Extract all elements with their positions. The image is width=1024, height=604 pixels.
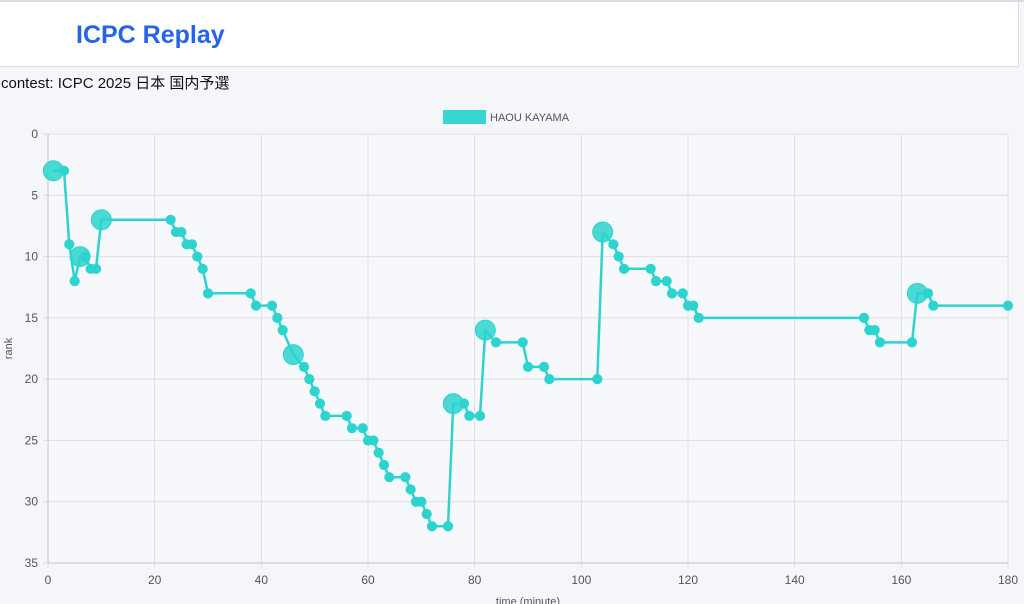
data-point[interactable] xyxy=(304,374,315,385)
data-point[interactable] xyxy=(298,361,310,372)
series-haou-kayama xyxy=(42,160,1014,532)
data-point[interactable] xyxy=(373,447,384,458)
x-axis-title: time (minute) xyxy=(496,596,560,604)
legend-swatch[interactable] xyxy=(443,110,486,124)
data-point[interactable] xyxy=(416,496,427,507)
plot-area xyxy=(48,134,1008,563)
data-point[interactable] xyxy=(245,288,256,299)
data-point[interactable] xyxy=(58,165,70,176)
data-point[interactable] xyxy=(608,239,619,250)
y-tick-label: 35 xyxy=(25,556,39,570)
data-point[interactable] xyxy=(490,337,502,348)
data-point[interactable] xyxy=(613,251,624,262)
x-tick-label: 20 xyxy=(148,573,162,587)
data-point[interactable] xyxy=(250,300,262,311)
data-point[interactable] xyxy=(906,337,918,348)
data-point[interactable] xyxy=(272,312,283,323)
data-point-highlight[interactable] xyxy=(90,209,112,231)
data-point[interactable] xyxy=(368,435,379,446)
contest-label: contest: ICPC 2025 日本 国内予選 xyxy=(1,75,230,92)
data-point[interactable] xyxy=(69,275,80,287)
chart-legend[interactable]: HAOU KAYAMA xyxy=(443,110,570,124)
y-tick-label: 30 xyxy=(25,495,39,509)
x-tick-label: 40 xyxy=(255,573,269,587)
y-axis-title: rank xyxy=(3,337,15,359)
data-point[interactable] xyxy=(64,239,75,250)
chart-grid xyxy=(43,133,1009,568)
data-point[interactable] xyxy=(922,288,934,299)
data-point[interactable] xyxy=(442,521,454,532)
data-point[interactable] xyxy=(426,521,438,532)
y-tick-label: 20 xyxy=(25,372,39,386)
data-point[interactable] xyxy=(544,374,555,385)
y-tick-label: 15 xyxy=(25,311,39,325)
axis-ticks: 0 20 40 60 80 100 120 140 160 180 0 5 10 15 20 25 30 35 xyxy=(25,127,1019,587)
y-tick-label: 0 xyxy=(31,127,38,141)
data-point[interactable] xyxy=(277,325,288,336)
data-point[interactable] xyxy=(90,263,102,274)
x-tick-label: 80 xyxy=(468,573,482,587)
x-tick-label: 60 xyxy=(361,573,375,587)
x-tick-label: 120 xyxy=(678,573,698,587)
x-tick-label: 160 xyxy=(891,573,911,587)
data-point[interactable] xyxy=(458,398,470,409)
data-point[interactable] xyxy=(522,361,534,372)
data-point[interactable] xyxy=(538,361,550,372)
data-point[interactable] xyxy=(357,423,368,434)
data-point[interactable] xyxy=(192,251,203,262)
y-tick-label: 5 xyxy=(31,188,38,202)
data-point[interactable] xyxy=(176,226,187,238)
data-point[interactable] xyxy=(384,472,395,483)
data-point[interactable] xyxy=(474,410,486,422)
data-point[interactable] xyxy=(666,288,678,299)
data-point[interactable] xyxy=(341,410,352,422)
data-point[interactable] xyxy=(320,410,331,422)
data-point[interactable] xyxy=(266,300,278,311)
data-point[interactable] xyxy=(400,472,411,483)
data-point[interactable] xyxy=(346,423,358,434)
data-point[interactable] xyxy=(592,374,603,385)
x-tick-label: 180 xyxy=(998,573,1018,587)
data-point[interactable] xyxy=(1002,300,1014,311)
x-tick-label: 140 xyxy=(785,573,805,587)
data-point[interactable] xyxy=(677,288,688,299)
data-point[interactable] xyxy=(80,251,91,262)
data-point[interactable] xyxy=(869,325,880,336)
data-point[interactable] xyxy=(517,337,528,348)
data-point[interactable] xyxy=(421,508,432,520)
data-point[interactable] xyxy=(314,398,326,409)
data-point[interactable] xyxy=(378,459,390,471)
data-point[interactable] xyxy=(650,275,662,287)
data-point[interactable] xyxy=(197,263,208,274)
rank-chart: 0 20 40 60 80 100 120 140 160 180 0 5 10 15 20 25 30 35 H… xyxy=(3,110,1019,604)
data-point[interactable] xyxy=(186,239,198,250)
data-point[interactable] xyxy=(464,410,475,422)
x-tick-label: 0 xyxy=(45,573,52,587)
data-point[interactable] xyxy=(688,300,699,311)
y-tick-label: 25 xyxy=(25,433,39,447)
data-point[interactable] xyxy=(645,263,656,274)
data-point-highlight[interactable] xyxy=(592,221,614,243)
app-header: ICPC Replay xyxy=(0,2,1019,67)
x-tick-label: 100 xyxy=(571,573,591,587)
data-point[interactable] xyxy=(309,386,320,397)
top-border xyxy=(0,0,1024,2)
data-point[interactable] xyxy=(928,300,939,311)
data-point[interactable] xyxy=(661,275,672,287)
app-title[interactable]: ICPC Replay xyxy=(76,21,225,49)
data-point[interactable] xyxy=(874,337,886,348)
data-point[interactable] xyxy=(165,214,176,225)
data-point[interactable] xyxy=(202,288,214,299)
data-point[interactable] xyxy=(405,484,416,495)
data-point[interactable] xyxy=(693,312,704,323)
data-point[interactable] xyxy=(618,263,630,274)
data-point[interactable] xyxy=(858,312,870,323)
data-point-highlight[interactable] xyxy=(474,319,496,341)
legend-label[interactable]: HAOU KAYAMA xyxy=(490,112,570,124)
data-point-highlight[interactable] xyxy=(282,344,304,366)
y-tick-label: 10 xyxy=(25,250,39,264)
